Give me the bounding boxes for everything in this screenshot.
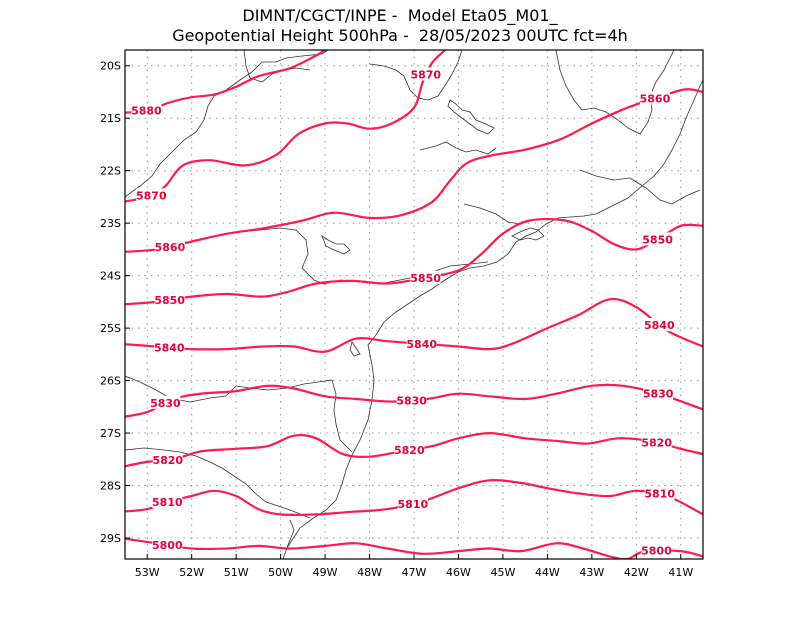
contour-label-bg: [152, 453, 183, 467]
lake-1: [447, 99, 495, 135]
contour-label-bg: [406, 336, 437, 350]
contour-5800: [125, 537, 703, 559]
lake-3: [349, 341, 361, 357]
contour-label-bg: [394, 443, 425, 457]
map-title-line2: Geopotential Height 500hPa - 28/05/2023 …: [172, 26, 628, 45]
contour-label-bg: [644, 486, 675, 500]
lon-label: 52W: [179, 566, 204, 579]
border-line-7: [369, 50, 463, 101]
contour-label: 5810: [152, 496, 183, 509]
contour-label-bg: [136, 188, 167, 202]
contour-label: 5860: [640, 92, 671, 105]
latitude-labels: 20S 21S 22S 23S 24S 25S 26S 27S 28S 29S: [100, 60, 121, 545]
lat-label: 20S: [100, 60, 121, 73]
border-line-1: [125, 50, 329, 198]
border-line-2: [243, 50, 311, 83]
coastline: [282, 79, 703, 559]
lat-label: 28S: [100, 480, 121, 493]
contour-label-bg: [644, 318, 675, 332]
contour-label-bg: [154, 292, 185, 306]
contour-label: 5840: [154, 342, 185, 355]
lon-label: 48W: [357, 566, 382, 579]
contour-label-bg: [410, 67, 441, 81]
lat-label: 23S: [100, 217, 121, 230]
border-line-5: [125, 447, 311, 519]
contour-label: 5860: [155, 241, 186, 254]
axis-ticks: [125, 65, 682, 559]
lat-label: 24S: [100, 270, 121, 283]
contour-label: 5850: [410, 272, 441, 285]
contour-label-bg: [639, 91, 670, 105]
contour-label-bg: [397, 497, 428, 511]
lat-label: 27S: [100, 427, 121, 440]
lon-label: 49W: [313, 566, 338, 579]
contour-label-bg: [396, 393, 427, 407]
contour-5860: [125, 88, 703, 253]
contour-label: 5870: [410, 68, 441, 81]
contour-label: 5840: [406, 338, 437, 351]
lon-label: 41W: [668, 566, 693, 579]
bay-outline: [511, 227, 545, 241]
lon-label: 42W: [624, 566, 649, 579]
contour-label: 5810: [644, 488, 675, 501]
contour-5850: [125, 217, 703, 306]
contour-label: 5840: [644, 319, 675, 332]
lat-label: 26S: [100, 375, 121, 388]
lon-label: 51W: [224, 566, 249, 579]
contour-label: 5800: [641, 544, 672, 557]
lat-label: 22S: [100, 165, 121, 178]
contour-label-bg: [642, 232, 673, 246]
contour-label: 5820: [394, 444, 425, 457]
contour-label-bg: [150, 395, 181, 409]
lake-2: [321, 234, 351, 255]
lat-label: 29S: [100, 532, 121, 545]
contour-label-bg: [152, 538, 183, 552]
contour-label-bg: [643, 386, 674, 400]
border-line-4: [125, 375, 353, 453]
border-line-11: [463, 203, 535, 225]
contour-label-bg: [154, 239, 185, 253]
contour-label-bg: [641, 543, 672, 557]
lat-label: 25S: [100, 322, 121, 335]
contour-label: 5820: [641, 436, 672, 449]
border-line-6: [285, 519, 295, 551]
contour-label: 5850: [154, 294, 185, 307]
lon-label: 44W: [535, 566, 560, 579]
contour-label-bg: [131, 103, 162, 117]
contour-label: 5800: [152, 539, 183, 552]
contour-label: 5880: [131, 104, 162, 117]
map-title-line1: DIMNT/CGCT/INPE - Model Eta05_M01_: [242, 6, 558, 25]
lon-label: 50W: [268, 566, 293, 579]
contour-label: 5870: [136, 189, 167, 202]
longitude-labels: 53W 52W 51W 50W 49W 48W 47W 46W 45W 44W 43W 42W 41W: [135, 566, 694, 579]
lon-label: 53W: [135, 566, 160, 579]
lon-label: 45W: [490, 566, 515, 579]
coastline-and-borders: [125, 50, 703, 559]
contour-label: 5830: [396, 395, 427, 408]
contour-label-bg: [152, 494, 183, 508]
lon-label: 43W: [579, 566, 604, 579]
lon-label: 47W: [402, 566, 427, 579]
contour-label-bg: [410, 270, 441, 284]
lon-label: 46W: [446, 566, 471, 579]
contour-5870: [125, 50, 447, 203]
graticule: [125, 50, 703, 559]
contour-label-bg: [641, 435, 672, 449]
contour-label: 5850: [642, 233, 673, 246]
contour-label: 5810: [398, 498, 429, 511]
contour-label: 5830: [643, 388, 674, 401]
border-line-10: [579, 169, 701, 205]
border-line-8: [555, 50, 675, 135]
lat-label: 21S: [100, 112, 121, 125]
contour-label: 5820: [152, 454, 183, 467]
contour-label-layer: 5880 5870 5870 5860 5860 5850 5850 5850 5840 5840…: [131, 67, 675, 557]
contour-layer: [125, 50, 703, 559]
contour-label: 5830: [150, 397, 181, 410]
contour-label-bg: [154, 340, 185, 354]
contour-5810: [125, 479, 703, 517]
contour-5830: [125, 383, 703, 418]
border-line-9: [419, 141, 497, 155]
